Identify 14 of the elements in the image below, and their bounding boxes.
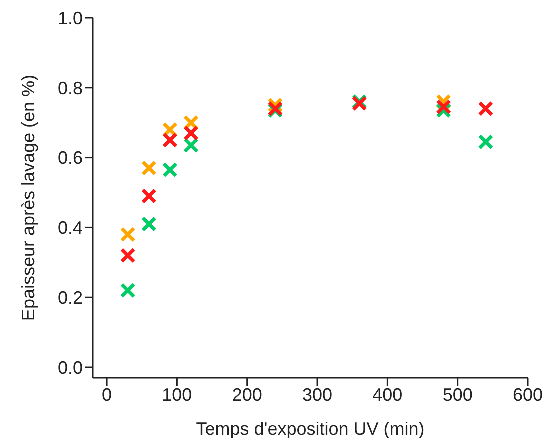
x-tick-label: 600 xyxy=(512,384,544,405)
x-tick-label: 0 xyxy=(102,384,112,405)
x-tick-label: 500 xyxy=(442,384,473,405)
x-tick-label: 300 xyxy=(302,384,333,405)
x-tick-label: 400 xyxy=(372,384,403,405)
y-tick-label: 0.8 xyxy=(58,78,83,98)
x-tick-label: 100 xyxy=(162,384,192,405)
x-tick-label: 200 xyxy=(232,384,262,405)
y-tick-label: 0.0 xyxy=(58,358,83,378)
y-tick-label: 0.2 xyxy=(58,288,83,308)
y-axis-title: Epaisseur après lavage (en %) xyxy=(18,74,38,322)
y-tick-label: 1.0 xyxy=(58,8,83,28)
y-tick-label: 0.4 xyxy=(58,218,83,238)
y-tick-label: 0.6 xyxy=(58,148,83,168)
